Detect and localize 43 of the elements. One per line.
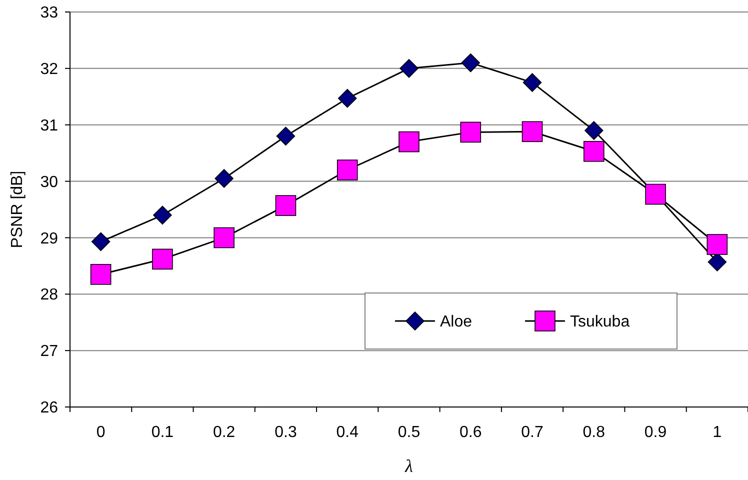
y-tick-label: 33 <box>40 4 58 22</box>
x-tick-label: 0.7 <box>521 424 544 441</box>
y-tick-label: 32 <box>40 61 58 78</box>
x-tick-label: 0.9 <box>644 424 667 441</box>
x-tick-label: 1 <box>712 424 722 441</box>
x-tick-label: 0.8 <box>582 424 606 441</box>
y-tick-label: 31 <box>40 117 58 134</box>
point <box>461 53 480 72</box>
x-tick-label: 0.6 <box>460 424 482 441</box>
point <box>152 248 173 270</box>
x-tick-label: 0.3 <box>274 424 297 441</box>
y-tick-label: 26 <box>40 400 58 417</box>
y-tick-label: 30 <box>40 174 58 191</box>
point <box>460 122 482 143</box>
point <box>153 206 172 225</box>
point <box>584 140 604 162</box>
point <box>522 73 542 92</box>
point <box>708 252 727 272</box>
point <box>338 88 357 108</box>
y-tick-label: 27 <box>40 343 58 360</box>
legend-label: Aloe <box>440 314 472 331</box>
x-tick-label: 0 <box>96 424 106 441</box>
point <box>522 121 543 142</box>
point <box>214 227 234 248</box>
point <box>275 195 296 216</box>
x-tick-label: 0.4 <box>336 424 359 441</box>
legend-label: Tsukuba <box>570 314 630 331</box>
x-axis-title: λ <box>404 456 414 476</box>
point <box>400 59 418 78</box>
point <box>276 126 296 146</box>
y-tick-label: 29 <box>40 230 58 248</box>
y-tick-label: 28 <box>40 286 58 304</box>
point <box>90 264 112 285</box>
x-tick-label: 0.5 <box>398 424 420 441</box>
point <box>91 232 110 252</box>
y-axis-title: PSNR [dB] <box>9 170 26 248</box>
point <box>584 121 604 140</box>
x-tick-label: 0.2 <box>212 424 236 441</box>
point <box>336 160 358 180</box>
x-tick-label: 0.1 <box>151 424 174 441</box>
point <box>214 169 234 188</box>
point <box>398 131 420 152</box>
point <box>706 234 728 255</box>
